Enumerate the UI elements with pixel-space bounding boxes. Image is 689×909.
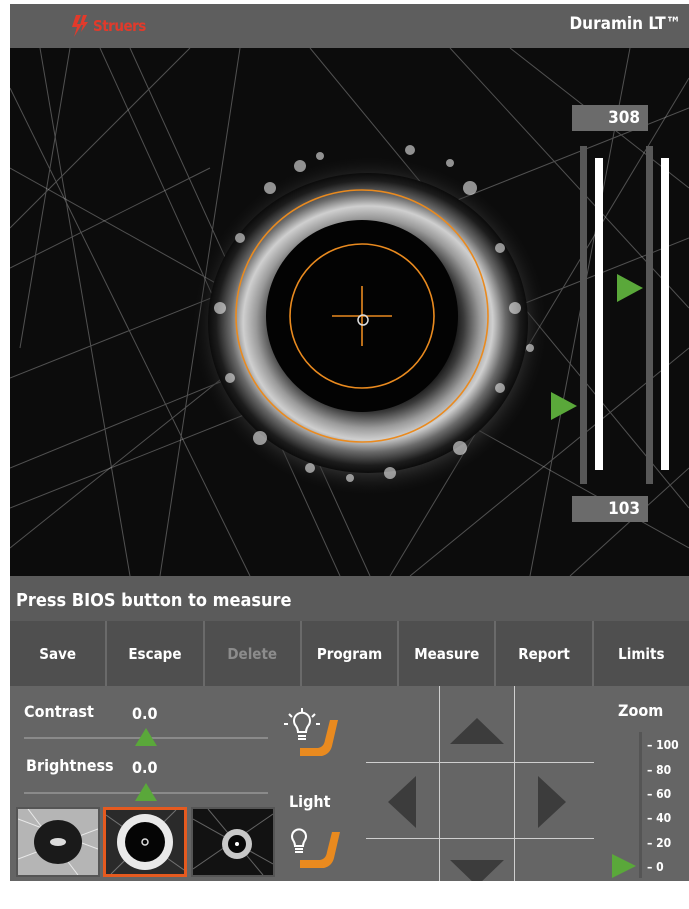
move-down-button[interactable] <box>448 858 506 881</box>
light-up-button[interactable] <box>280 708 350 764</box>
report-button[interactable]: Report <box>496 621 594 686</box>
zoom-tick-label: – 20 <box>647 836 672 850</box>
zoom-tick-label: – 60 <box>647 787 672 801</box>
arrow-up-icon <box>450 718 504 744</box>
status-message: Press BIOS button to measure <box>10 576 689 621</box>
save-button[interactable]: Save <box>10 621 108 686</box>
right-measure-line <box>661 158 669 470</box>
dpad-divider <box>514 686 515 881</box>
delete-button[interactable]: Delete <box>204 621 302 686</box>
control-panel: Contrast 0.0 Brightness 0.0 Light <box>10 686 689 881</box>
thumbnail-image <box>193 809 273 875</box>
left-adjust-track[interactable] <box>580 146 587 484</box>
move-up-button[interactable] <box>448 716 506 750</box>
brightness-value: 0.0 <box>132 758 158 777</box>
brand-name: Struers <box>93 17 146 35</box>
arrow-left-icon <box>388 776 416 828</box>
struers-logo-icon <box>70 15 90 37</box>
contrast-label: Contrast <box>24 702 94 721</box>
upper-limit-readout: 308 <box>572 105 648 131</box>
zoom-slider-thumb[interactable] <box>612 854 636 878</box>
escape-button[interactable]: Escape <box>107 621 205 686</box>
zoom-label: Zoom <box>618 701 664 720</box>
thumbnail-3[interactable] <box>191 807 275 877</box>
thumbnail-image <box>18 809 98 875</box>
thumbnail-1[interactable] <box>16 807 100 877</box>
indentation-image[interactable] <box>10 48 689 576</box>
move-left-button[interactable] <box>386 774 418 834</box>
zoom-tick-label: – 100 <box>647 738 679 752</box>
brightness-slider-thumb[interactable] <box>135 783 157 801</box>
right-adjust-track[interactable] <box>646 146 653 484</box>
brightness-label: Brightness <box>26 756 114 775</box>
dpad-divider <box>366 762 594 763</box>
arrow-down-icon <box>450 860 504 881</box>
contrast-value: 0.0 <box>132 704 158 723</box>
microscope-view[interactable]: 308 103 <box>10 48 689 576</box>
limits-button[interactable]: Limits <box>593 621 689 686</box>
app-frame: Struers Duramin LT™ <box>10 4 689 881</box>
program-button[interactable]: Program <box>301 621 400 686</box>
light-bulb-dim-icon <box>291 828 340 868</box>
contrast-slider-thumb[interactable] <box>135 728 157 746</box>
arrow-right-icon <box>538 776 566 828</box>
light-bulb-bright-icon <box>284 708 338 756</box>
lower-limit-readout: 103 <box>572 496 648 522</box>
product-title: Duramin LT™ <box>569 14 681 34</box>
zoom-slider-track[interactable] <box>639 732 642 878</box>
move-right-button[interactable] <box>536 774 568 834</box>
zoom-tick-label: – 40 <box>647 811 672 825</box>
zoom-tick-label: – 0 <box>647 860 664 874</box>
title-bar: Struers Duramin LT™ <box>10 4 689 48</box>
measure-button[interactable]: Measure <box>399 621 497 686</box>
thumbnail-2[interactable] <box>103 807 187 877</box>
left-measure-line <box>595 158 603 470</box>
dpad-divider <box>366 838 594 839</box>
thumbnail-image <box>106 810 184 874</box>
brand-logo: Struers <box>70 14 146 38</box>
dpad-divider <box>439 686 440 881</box>
light-label: Light <box>289 792 331 811</box>
light-down-button[interactable] <box>284 826 350 876</box>
right-line-marker[interactable] <box>617 273 643 302</box>
left-line-marker[interactable] <box>551 392 577 421</box>
main-toolbar: Save Escape Delete Program Measure Repor… <box>10 621 689 686</box>
zoom-tick-label: – 80 <box>647 763 672 777</box>
